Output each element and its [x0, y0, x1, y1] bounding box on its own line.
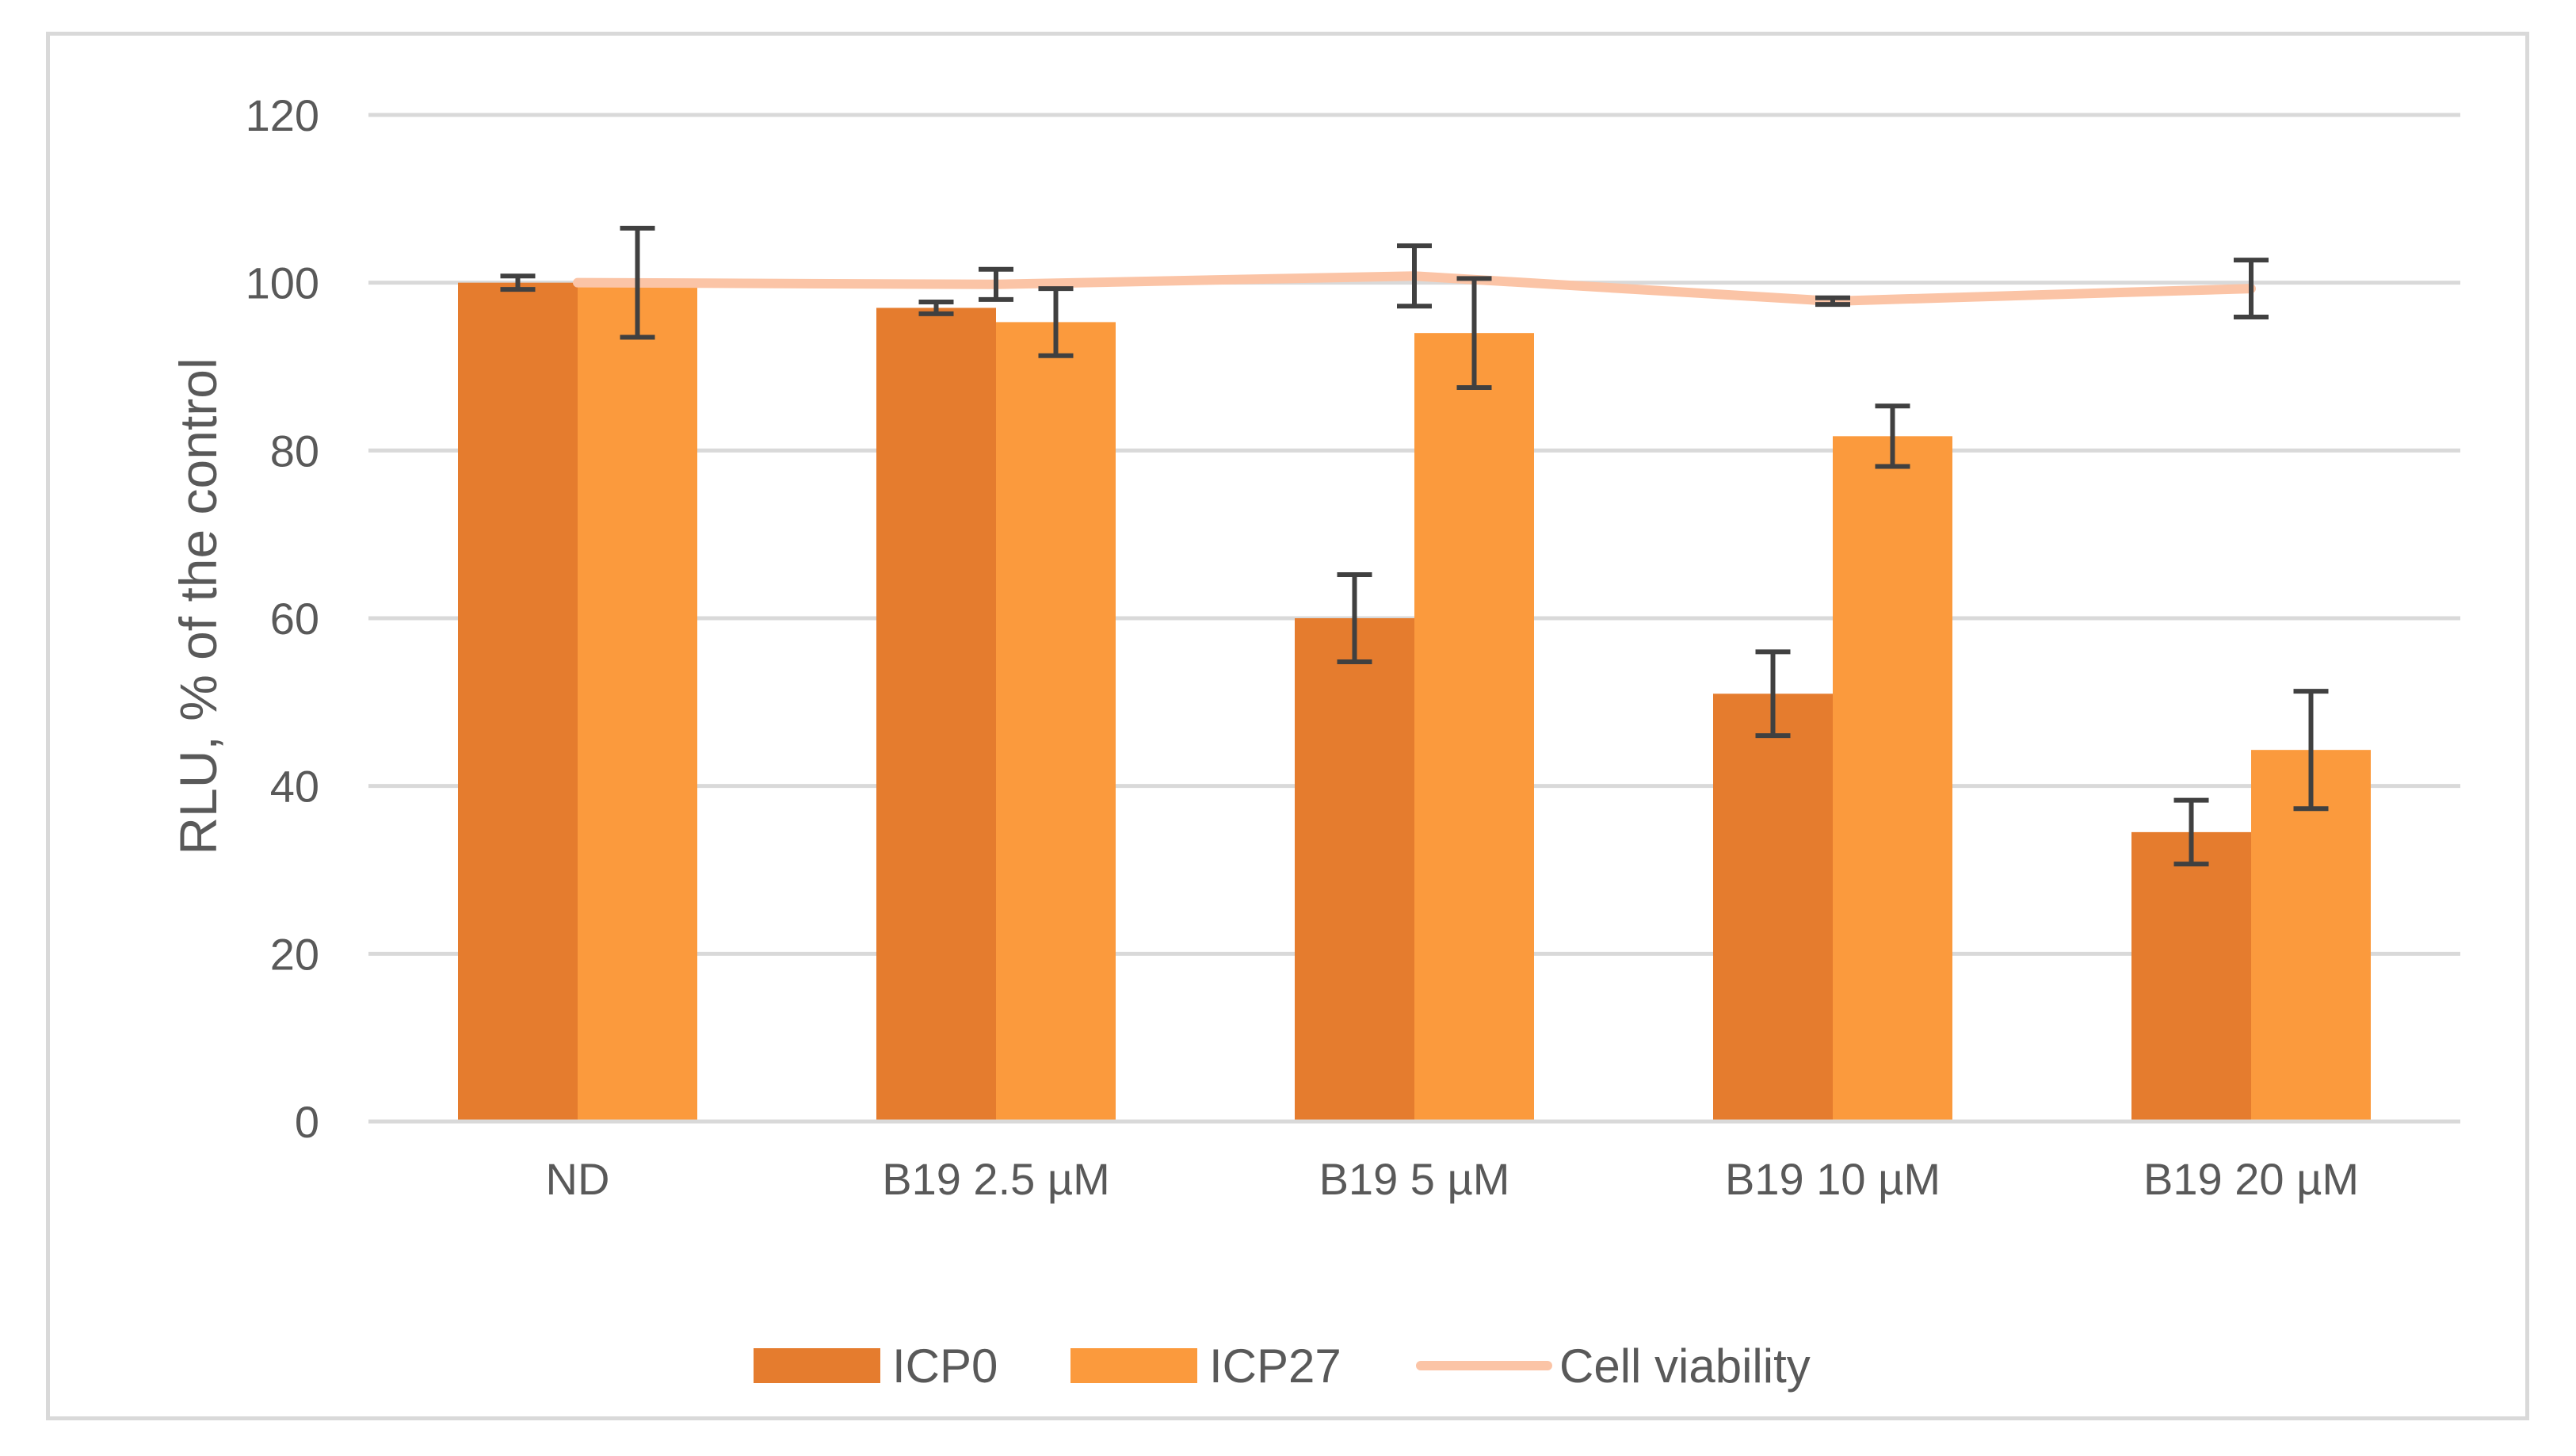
error-bar-sline0-c2 — [1397, 243, 1432, 309]
chart-frame: 0 20 40 60 80 100 120 ND B19 2.5 µM B19 5 µM B19 … — [46, 32, 2529, 1420]
y-tick-label-20: 20 — [270, 929, 319, 979]
bar-icp27-3 — [1833, 436, 1952, 1122]
error-bar-s1-c4 — [2293, 689, 2329, 812]
x-axis: ND B19 2.5 µM B19 5 µM B19 10 µM B19 20 µM — [368, 1119, 2460, 1204]
y-tick-label-100: 100 — [246, 258, 319, 308]
legend-label-1: ICP27 — [1209, 1339, 1341, 1393]
y-tick-label-0: 0 — [295, 1097, 319, 1147]
error-bar-s1-c1 — [1038, 286, 1074, 358]
error-bar-s1-c0 — [620, 225, 655, 340]
x-tick-label-4: B19 20 µM — [2143, 1154, 2359, 1204]
y-axis-title: RLU, % of the control — [169, 357, 227, 854]
y-tick-label-60: 60 — [270, 594, 319, 644]
bar-icp0-2 — [1295, 618, 1414, 1122]
bar-icp27-1 — [996, 322, 1116, 1122]
error-bar-sline0-c1 — [979, 266, 1013, 302]
legend-item-icp27: ICP27 — [1070, 1339, 1341, 1393]
legend-swatch-1 — [1070, 1348, 1197, 1383]
y-tick-label-120: 120 — [246, 90, 319, 140]
x-tick-label-3: B19 10 µM — [1725, 1154, 1941, 1204]
error-bar-s1-c2 — [1456, 276, 1492, 390]
bars — [458, 282, 2371, 1122]
y-tick-label-40: 40 — [270, 762, 319, 812]
y-axis: 0 20 40 60 80 100 120 — [246, 90, 319, 1147]
bar-icp27-0 — [578, 282, 697, 1122]
x-tick-label-1: B19 2.5 µM — [882, 1154, 1110, 1204]
bar-icp0-1 — [876, 308, 996, 1122]
legend: ICP0 ICP27 Cell viability — [754, 1339, 1811, 1393]
legend-swatch-0 — [754, 1348, 880, 1383]
error-bar-s0-c0 — [500, 273, 536, 292]
bar-icp0-4 — [2131, 831, 2251, 1122]
y-tick-label-80: 80 — [270, 426, 319, 476]
error-bar-s0-c2 — [1337, 571, 1372, 665]
error-bar-s0-c1 — [918, 300, 954, 316]
bar-icp0-3 — [1713, 694, 1833, 1122]
error-bar-s0-c3 — [1755, 649, 1791, 739]
error-bars — [500, 225, 2329, 867]
legend-item-icp0: ICP0 — [754, 1339, 998, 1393]
bar-icp27-2 — [1414, 333, 1534, 1122]
legend-item-cell-viability: Cell viability — [1416, 1339, 1811, 1393]
bar-icp27-4 — [2251, 750, 2371, 1122]
chart-canvas: 0 20 40 60 80 100 120 ND B19 2.5 µM B19 5 µM B19 … — [169, 90, 2460, 1393]
error-bar-s0-c4 — [2173, 797, 2209, 867]
line-point-cell-viability-0 — [577, 281, 578, 284]
x-tick-label-0: ND — [546, 1154, 610, 1204]
legend-label-0: ICP0 — [892, 1339, 998, 1393]
error-bar-sline0-c4 — [2234, 258, 2269, 320]
error-bar-s1-c3 — [1875, 403, 1910, 469]
bar-icp0-0 — [458, 282, 578, 1122]
legend-label-2: Cell viability — [1559, 1339, 1811, 1393]
x-tick-label-2: B19 5 µM — [1319, 1154, 1510, 1204]
error-bar-sline0-c3 — [1815, 295, 1850, 308]
